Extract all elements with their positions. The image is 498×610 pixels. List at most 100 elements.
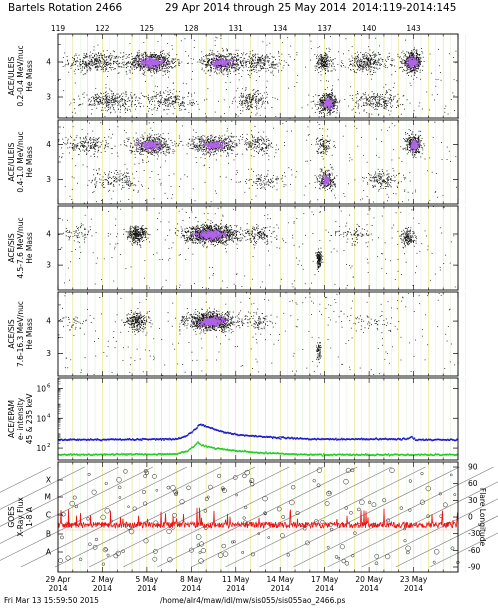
scatter-point (113, 109, 114, 110)
scatter-point (413, 69, 414, 70)
scatter-point (339, 101, 340, 102)
scatter-point (68, 72, 69, 73)
scatter-point (317, 69, 318, 70)
scatter-point (125, 94, 126, 95)
scatter-point (374, 55, 375, 56)
scatter-point (324, 97, 325, 98)
scatter-point (337, 102, 338, 103)
scatter-point (148, 95, 149, 96)
scatter-point (319, 67, 320, 68)
scatter-point (86, 53, 87, 54)
scatter-point (94, 105, 95, 106)
scatter-point (422, 109, 423, 110)
dense-point (141, 62, 142, 63)
scatter-point (162, 68, 163, 69)
scatter-point (165, 70, 166, 71)
scatter-point (101, 57, 102, 58)
scatter-point (212, 50, 213, 51)
scatter-point (241, 63, 242, 64)
scatter-point (140, 70, 141, 71)
scatter-point (376, 62, 377, 63)
scatter-point (137, 52, 138, 53)
scatter-point (131, 96, 132, 97)
scatter-point (77, 57, 78, 58)
scatter-point (95, 88, 96, 89)
scatter-point (86, 54, 87, 55)
scatter-point (96, 66, 97, 67)
scatter-point (93, 98, 94, 99)
scatter-point (68, 64, 69, 65)
scatter-point (406, 51, 407, 52)
scatter-point (180, 105, 181, 106)
scatter-point (320, 103, 321, 104)
scatter-point (257, 60, 258, 61)
dense-point (216, 62, 217, 63)
scatter-point (173, 63, 174, 64)
scatter-point (120, 106, 121, 107)
scatter-point (179, 106, 180, 107)
scatter-point (315, 66, 316, 67)
scatter-point (330, 49, 331, 50)
scatter-point (327, 60, 328, 61)
scatter-point (318, 102, 319, 103)
scatter-point (245, 61, 246, 62)
scatter-point (313, 96, 314, 97)
scatter-point (251, 101, 252, 102)
scatter-point (239, 103, 240, 104)
scatter-point (322, 109, 323, 110)
scatter-point (236, 58, 237, 59)
scatter-point (131, 102, 132, 103)
scatter-point (355, 61, 356, 62)
scatter-point (371, 69, 372, 70)
scatter-point (188, 112, 189, 113)
scatter-point (272, 71, 273, 72)
scatter-point (226, 89, 227, 90)
dense-point (151, 67, 152, 68)
scatter-point (194, 93, 195, 94)
scatter-point (74, 102, 75, 103)
scatter-point (326, 48, 327, 49)
scatter-point (249, 61, 250, 62)
scatter-point (372, 52, 373, 53)
dense-point (330, 100, 331, 101)
scatter-point (205, 73, 206, 74)
scatter-point (334, 103, 335, 104)
scatter-point (258, 70, 259, 71)
scatter-point (120, 105, 121, 106)
scatter-point (250, 58, 251, 59)
scatter-point (392, 65, 393, 66)
scatter-point (157, 110, 158, 111)
scatter-point (220, 55, 221, 56)
scatter-point (225, 82, 226, 83)
scatter-point (99, 104, 100, 105)
scatter-point (141, 68, 142, 69)
scatter-point (223, 59, 224, 60)
scatter-point (268, 61, 269, 62)
scatter-point (210, 55, 211, 56)
scatter-point (115, 58, 116, 59)
scatter-point (415, 117, 416, 118)
scatter-point (106, 100, 107, 101)
scatter-point (113, 51, 114, 52)
scatter-point (103, 104, 104, 105)
scatter-point (235, 97, 236, 98)
scatter-point (403, 63, 404, 64)
scatter-point (105, 92, 106, 93)
scatter-point (431, 73, 432, 74)
scatter-point (385, 60, 386, 61)
scatter-point (390, 64, 391, 65)
scatter-point (80, 104, 81, 105)
scatter-point (110, 103, 111, 104)
scatter-point (83, 74, 84, 75)
scatter-point (138, 61, 139, 62)
scatter-point (363, 58, 364, 59)
scatter-point (377, 69, 378, 70)
scatter-point (355, 106, 356, 107)
scatter-point (417, 57, 418, 58)
scatter-point (131, 68, 132, 69)
scatter-point (244, 100, 245, 101)
scatter-point (269, 65, 270, 66)
dense-point (219, 63, 220, 64)
scatter-point (237, 63, 238, 64)
dense-point (332, 106, 333, 107)
